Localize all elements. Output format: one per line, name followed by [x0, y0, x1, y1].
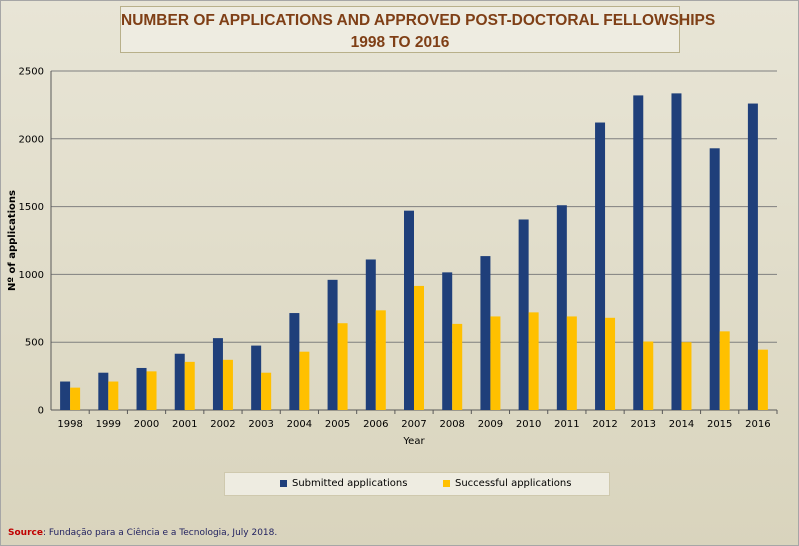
- legend-item-successful: Successful applications: [443, 478, 571, 489]
- y-axis-title: Nº of applications: [7, 190, 18, 291]
- x-tick-label: 2005: [325, 419, 350, 430]
- bar-submitted: [518, 219, 529, 410]
- bar-submitted: [404, 210, 414, 410]
- x-tick-label: 2008: [439, 419, 464, 430]
- bar-submitted: [327, 279, 338, 410]
- x-tick-label: 2016: [745, 419, 770, 430]
- y-tick-label: 1500: [19, 202, 44, 213]
- legend: Submitted applications Successful applic…: [224, 472, 610, 496]
- bar-submitted: [365, 259, 376, 410]
- x-tick-label: 2001: [172, 419, 197, 430]
- legend-swatch-submitted: [280, 480, 287, 487]
- bar-successful: [605, 317, 616, 410]
- x-tick-label: 2015: [707, 419, 732, 430]
- y-tick-label: 0: [38, 406, 44, 417]
- y-tick-label: 500: [25, 338, 44, 349]
- source-label: Source: [8, 528, 43, 538]
- bar-submitted: [671, 93, 682, 411]
- bar-successful: [184, 361, 195, 410]
- y-tick-label: 2500: [19, 67, 44, 78]
- x-axis-title: Year: [402, 436, 425, 447]
- bar-successful: [70, 387, 81, 410]
- bar-submitted: [442, 272, 453, 410]
- source-note: Source: Fundação para a Ciência e a Tecn…: [8, 528, 277, 538]
- x-tick-label: 1998: [57, 419, 82, 430]
- legend-item-submitted: Submitted applications: [280, 478, 407, 489]
- x-tick-label: 2002: [210, 419, 235, 430]
- bar-successful: [146, 371, 157, 410]
- bar-successful: [681, 342, 692, 410]
- y-tick-label: 2000: [19, 134, 44, 145]
- chart-title-line1: NUMBER OF APPLICATIONS AND APPROVED POST…: [121, 12, 716, 29]
- bar-submitted: [747, 103, 758, 410]
- x-tick-label: 2000: [134, 419, 159, 430]
- legend-label-successful: Successful applications: [455, 478, 572, 489]
- chart-title-line2: 1998 TO 2016: [350, 34, 450, 51]
- x-tick-label: 2013: [631, 419, 656, 430]
- x-tick-label: 2012: [592, 419, 617, 430]
- bar-successful: [719, 331, 730, 410]
- legend-label-submitted: Submitted applications: [292, 478, 408, 489]
- x-tick-label: 2004: [287, 419, 312, 430]
- bar-submitted: [212, 338, 223, 410]
- bar-submitted: [289, 313, 300, 410]
- chart-title-box: NUMBER OF APPLICATIONS AND APPROVED POST…: [120, 6, 716, 53]
- bar-successful: [528, 312, 539, 410]
- x-tick-label: 2006: [363, 419, 388, 430]
- bar-successful: [299, 351, 310, 410]
- bar-submitted: [251, 345, 262, 410]
- bar-submitted: [60, 381, 71, 410]
- bar-successful: [375, 310, 386, 410]
- bar-successful: [757, 349, 768, 410]
- bar-submitted: [556, 205, 567, 410]
- bar-submitted: [595, 122, 606, 410]
- bar-successful: [108, 381, 119, 410]
- y-tick-label: 1000: [19, 270, 44, 281]
- x-tick-label: 2009: [478, 419, 503, 430]
- legend-swatch-successful: [443, 480, 450, 487]
- bar-successful: [452, 323, 463, 410]
- bar-submitted: [633, 95, 644, 411]
- bar-successful: [566, 316, 577, 410]
- bar-submitted: [480, 256, 491, 410]
- bar-successful: [337, 323, 348, 410]
- bar-submitted: [98, 372, 109, 410]
- x-tick-label: 2003: [248, 419, 273, 430]
- bar-successful: [490, 316, 501, 410]
- bar-submitted: [174, 353, 185, 410]
- x-tick-label: 2011: [554, 419, 579, 430]
- x-tick-label: 2010: [516, 419, 541, 430]
- x-tick-label: 1999: [96, 419, 121, 430]
- bar-successful: [643, 341, 654, 410]
- source-text: : Fundação para a Ciência e a Tecnologia…: [42, 528, 278, 538]
- bar-successful: [261, 372, 272, 410]
- bar-submitted: [136, 367, 147, 410]
- bar-successful: [222, 359, 233, 410]
- x-tick-label: 2007: [401, 419, 426, 430]
- bar-successful: [414, 285, 424, 410]
- bar-submitted: [709, 148, 720, 411]
- x-tick-label: 2014: [669, 419, 694, 430]
